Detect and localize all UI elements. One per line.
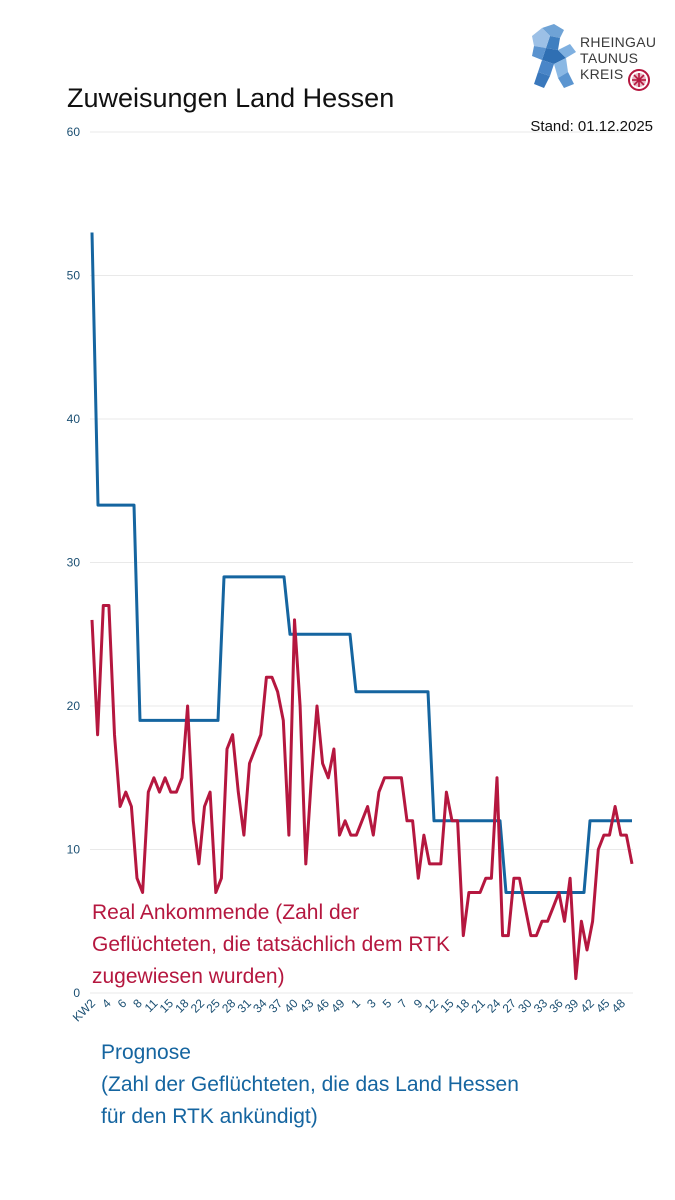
lion-logo-icon [532, 24, 576, 88]
x-tick-label: KW2 [70, 996, 99, 1025]
x-tick-label: 4 [99, 996, 114, 1011]
series-label-prognose-line: (Zahl der Geflüchteten, die das Land Hes… [101, 1073, 519, 1128]
x-tick-label: 7 [395, 996, 410, 1011]
y-tick-label: 60 [67, 125, 81, 139]
grid-lines [90, 131, 633, 994]
logo-text: RHEINGAU TAUNUS KREIS [580, 34, 656, 82]
x-tick-label: 1 [348, 996, 363, 1011]
y-tick-label: 40 [67, 412, 81, 426]
chart-title: Zuweisungen Land Hessen [67, 83, 395, 113]
rheingau-taunus-kreis-logo: RHEINGAU TAUNUS KREIS [528, 22, 658, 92]
series-line-prognose [90, 232, 632, 894]
x-tick-label: 48 [609, 996, 629, 1016]
series-line-real [90, 604, 634, 981]
x-tick-label: 5 [380, 996, 395, 1011]
series-label-real: Real Ankommende (Zahl der Geflüchteten, … [92, 901, 450, 988]
series-lines [90, 232, 634, 981]
y-tick-label: 50 [67, 269, 81, 283]
stand-date: Stand: 01.12.2025 [530, 118, 653, 135]
y-tick-label: 30 [67, 556, 81, 570]
logo-line-1: RHEINGAU [580, 34, 657, 50]
logo-line-3: KREIS [580, 66, 624, 82]
series-label-prognose-line: Prognose [101, 1041, 191, 1064]
x-tick-label: 3 [364, 996, 379, 1011]
x-tick-label: 49 [328, 996, 348, 1016]
y-tick-label: 0 [73, 986, 80, 1000]
logo-line-2: TAUNUS [580, 50, 639, 66]
seal-icon [628, 69, 650, 91]
x-tick-label: 6 [115, 996, 130, 1011]
series-label-prognose: Prognose (Zahl der Geflüchteten, die das … [101, 1037, 521, 1133]
y-axis-ticks: 0 10 20 30 40 50 60 [67, 125, 81, 1000]
y-tick-label: 10 [67, 843, 81, 857]
y-tick-label: 20 [67, 699, 81, 713]
